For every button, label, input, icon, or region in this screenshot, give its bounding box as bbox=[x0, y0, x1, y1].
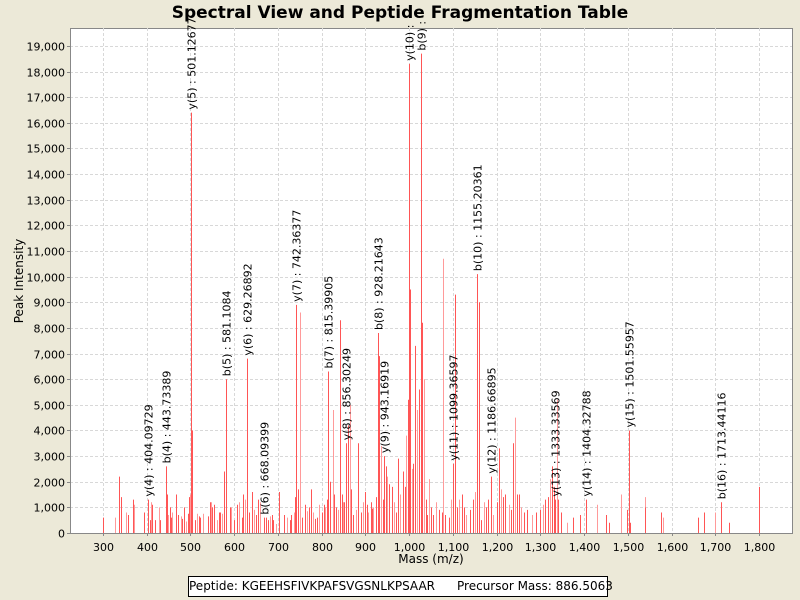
peak-annotation-label: y(8) : 856.30249 bbox=[341, 348, 354, 440]
x-tick-label: 300 bbox=[93, 541, 114, 554]
peak-annotation-label: b(4) : 443.73389 bbox=[161, 371, 174, 464]
peak-annotation-label: y(13) : 1333.33569 bbox=[550, 390, 563, 496]
peak-annotation-label: y(4) : 404.09729 bbox=[143, 404, 156, 496]
y-tick-label: 19,000 bbox=[27, 41, 66, 54]
y-tick-label: 0 bbox=[58, 528, 65, 541]
y-tick-label: 12,000 bbox=[27, 220, 66, 233]
x-tick-label: 1,000 bbox=[394, 541, 426, 554]
peak-annotation-label: y(7) : 742.36377 bbox=[291, 210, 304, 302]
peak-annotation-label: b(5) : 581.1084 bbox=[221, 290, 234, 376]
precursor-mass: Precursor Mass: 886.5063 bbox=[457, 579, 613, 593]
x-tick-label: 1,300 bbox=[525, 541, 557, 554]
x-tick-label: 1,800 bbox=[744, 541, 776, 554]
peak-annotation-label: y(14) : 1404.32788 bbox=[581, 390, 594, 496]
x-tick-label: 500 bbox=[180, 541, 201, 554]
y-tick-label: 14,000 bbox=[27, 169, 66, 182]
peak-annotation-label: b(10) : 1155.20361 bbox=[472, 164, 485, 271]
y-tick-label: 16,000 bbox=[27, 118, 66, 131]
y-tick-label: 11,000 bbox=[27, 246, 66, 259]
y-axis-ticks: 0 1,000 2,000 3,000 4,000 5,000 6,000 7,000 8,00… bbox=[27, 41, 70, 541]
x-axis-label: Mass (m/z) bbox=[398, 552, 463, 566]
peak-annotation-label: b(8) : 928.21643 bbox=[373, 237, 386, 330]
x-tick-label: 600 bbox=[224, 541, 245, 554]
peak-annotation-label: b(16) : 1713.44116 bbox=[716, 392, 729, 499]
peak-annotations: y(4) : 404.09729 b(4) : 443.73389 y(5) : 5… bbox=[143, 17, 729, 514]
y-tick-label: 10,000 bbox=[27, 272, 66, 285]
peak-annotation-label: y(9) : 943.16919 bbox=[379, 361, 392, 453]
peak-annotation-label: y(12) : 1186.66895 bbox=[486, 367, 499, 473]
x-tick-label: 1,200 bbox=[482, 541, 514, 554]
y-tick-label: 9,000 bbox=[34, 297, 66, 310]
peak-annotation-label: y(5) : 501.12677 bbox=[186, 17, 199, 109]
peak-annotation-label: y(10) : bbox=[404, 25, 417, 61]
chart-title: Spectral View and Peptide Fragmentation … bbox=[171, 3, 629, 23]
y-tick-label: 1,000 bbox=[34, 502, 66, 515]
y-tick-label: 7,000 bbox=[34, 349, 66, 362]
y-tick-label: 2,000 bbox=[34, 477, 66, 490]
x-tick-label: 400 bbox=[137, 541, 158, 554]
peak-annotation-label: y(15) : 1501.55957 bbox=[624, 321, 637, 427]
x-tick-label: 900 bbox=[355, 541, 376, 554]
peak-annotation-label: b(9) : bbox=[416, 21, 429, 51]
y-tick-label: 5,000 bbox=[34, 400, 66, 413]
y-tick-label: 8,000 bbox=[34, 323, 66, 336]
y-tick-label: 17,000 bbox=[27, 92, 66, 105]
y-tick-label: 3,000 bbox=[34, 451, 66, 464]
y-tick-label: 4,000 bbox=[34, 425, 66, 438]
y-tick-label: 6,000 bbox=[34, 374, 66, 387]
x-tick-label: 800 bbox=[312, 541, 333, 554]
x-tick-label: 1,700 bbox=[700, 541, 732, 554]
peak-bars bbox=[103, 53, 760, 533]
y-tick-label: 15,000 bbox=[27, 143, 66, 156]
y-tick-label: 18,000 bbox=[27, 67, 66, 80]
spectrum-chart: y(4) : 404.09729 b(4) : 443.73389 y(5) : 5… bbox=[12, 17, 793, 566]
x-tick-label: 1,400 bbox=[569, 541, 601, 554]
peak-annotation-label: b(7) : 815.39905 bbox=[323, 276, 336, 369]
plot-area bbox=[70, 28, 793, 534]
y-axis-label: Peak Intensity bbox=[12, 239, 26, 324]
x-tick-label: 1,100 bbox=[438, 541, 470, 554]
peak-annotation-label: y(6) : 629.26892 bbox=[242, 263, 255, 355]
y-tick-label: 13,000 bbox=[27, 195, 66, 208]
x-tick-label: 700 bbox=[268, 541, 289, 554]
x-tick-label: 1,600 bbox=[657, 541, 689, 554]
peptide-sequence: Peptide: KGEEHSFIVKPAFSVGSNLKPSAAR bbox=[189, 579, 436, 593]
peak-annotation-label: b(6) : 668.09399 bbox=[259, 422, 272, 515]
peak-annotation-label: y(11) : 1099.36597 bbox=[448, 355, 461, 461]
x-axis-ticks: 300 400 500 600 700 800 900 1,000 1,100 1,200 1,30… bbox=[93, 533, 775, 554]
peptide-info-box: Peptide: KGEEHSFIVKPAFSVGSNLKPSAAR Precur… bbox=[188, 576, 613, 597]
x-tick-label: 1,500 bbox=[613, 541, 645, 554]
